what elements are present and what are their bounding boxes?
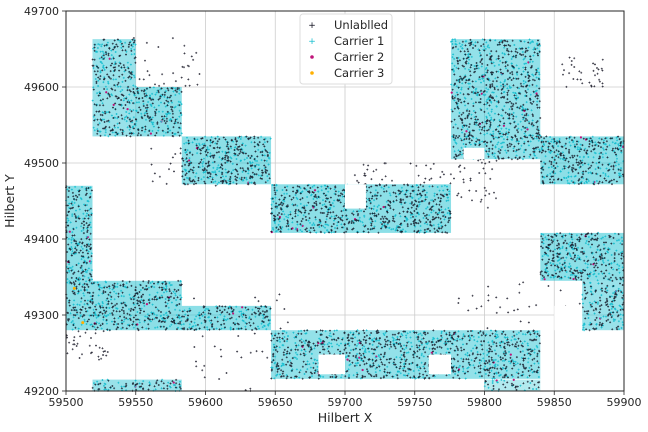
carrier-1-region xyxy=(451,39,541,160)
x-axis-title: Hilbert X xyxy=(318,410,373,425)
carrier-2-point xyxy=(232,312,235,315)
x-tick-label: 59700 xyxy=(328,396,363,409)
carrier-2-point xyxy=(145,303,149,306)
carrier-2-point xyxy=(346,358,349,361)
legend-label-unlabelled: Unlablled xyxy=(334,18,388,32)
carrier-2-point xyxy=(112,103,115,107)
legend-item-carrier-2: Carrier 2 xyxy=(310,50,384,64)
carrier-1-region xyxy=(92,379,182,391)
empty-gap xyxy=(345,184,366,209)
empty-gap xyxy=(428,354,452,375)
unlabelled-points xyxy=(65,37,625,392)
legend-item-carrier-3: Carrier 3 xyxy=(310,66,384,80)
carrier-2-point xyxy=(509,353,512,356)
carrier-2-point xyxy=(88,260,92,263)
carrier-3-point xyxy=(81,321,85,325)
carrier-1-region xyxy=(181,305,272,331)
carrier-2-point xyxy=(572,277,575,281)
axis-ticks: 59500 59550 59600 59650 59700 59750 59800 59850… xyxy=(24,5,642,409)
scatter-points xyxy=(65,37,625,392)
x-tick-label: 59550 xyxy=(118,396,153,409)
legend-marker-carrier-3 xyxy=(310,71,314,75)
y-axis-title: Hilbert Y xyxy=(2,174,17,228)
y-tick-label: 49600 xyxy=(24,81,59,94)
carrier-2-point xyxy=(543,278,546,281)
carrier-2-point xyxy=(450,91,453,94)
carrier-3-point xyxy=(72,286,76,290)
carrier-1-region xyxy=(92,280,182,331)
carrier-2-point xyxy=(149,132,152,135)
y-tick-label: 49500 xyxy=(24,157,59,170)
carrier-2-point xyxy=(296,228,299,231)
carrier-2-point xyxy=(502,124,505,127)
carrier-2-point xyxy=(527,61,530,64)
x-tick-label: 59850 xyxy=(537,396,572,409)
carrier-2-point xyxy=(68,230,71,233)
carrier-1-region xyxy=(92,39,136,137)
legend-label-carrier-2: Carrier 2 xyxy=(334,50,384,64)
y-tick-label: 49200 xyxy=(24,385,59,398)
x-tick-label: 59500 xyxy=(49,396,84,409)
y-tick-label: 49700 xyxy=(24,5,59,18)
empty-gap xyxy=(554,305,583,331)
carrier-2-point xyxy=(579,136,583,139)
carrier-2-point xyxy=(241,306,244,309)
legend-item-unlabelled: + Unlablled xyxy=(308,18,388,32)
carrier-2-point xyxy=(313,189,317,192)
carrier-2-point xyxy=(382,205,385,209)
legend-box xyxy=(299,13,393,85)
carrier-2-point xyxy=(621,145,624,148)
legend-label-carrier-3: Carrier 3 xyxy=(334,66,384,80)
legend-marker-unlabelled: + xyxy=(308,21,316,31)
carrier-2-point xyxy=(353,217,357,221)
carrier-1-region xyxy=(582,280,624,331)
y-tick-label: 49300 xyxy=(24,309,59,322)
x-tick-label: 59750 xyxy=(397,396,432,409)
carrier-2-point xyxy=(512,378,515,381)
x-tick-label: 59900 xyxy=(607,396,642,409)
carrier-2-point xyxy=(358,356,361,359)
carrier-1-points xyxy=(65,38,625,392)
carrier-2-point xyxy=(172,381,175,384)
empty-gap xyxy=(318,354,345,375)
legend-marker-carrier-2 xyxy=(310,55,314,59)
x-tick-label: 59800 xyxy=(467,396,502,409)
carrier-2-point xyxy=(108,57,111,60)
carrier-2-point xyxy=(430,351,433,354)
carrier-2-point xyxy=(535,92,538,95)
carrier-2-point xyxy=(126,108,129,111)
legend-marker-carrier-1: + xyxy=(308,37,316,47)
x-tick-label: 59600 xyxy=(188,396,223,409)
x-tick-label: 59650 xyxy=(258,396,293,409)
legend-item-carrier-1: + Carrier 1 xyxy=(308,34,384,48)
carrier-2-point xyxy=(188,159,191,162)
y-tick-label: 49400 xyxy=(24,233,59,246)
carrier-2-point xyxy=(526,128,529,131)
legend: + Unlablled + Carrier 1 Carrier 2 Carrie… xyxy=(299,13,393,85)
empty-gap xyxy=(463,147,485,160)
legend-label-carrier-1: Carrier 1 xyxy=(334,34,384,48)
carrier-2-point xyxy=(361,368,364,372)
carrier-2-point xyxy=(105,91,108,94)
carrier-2-point xyxy=(465,130,468,133)
